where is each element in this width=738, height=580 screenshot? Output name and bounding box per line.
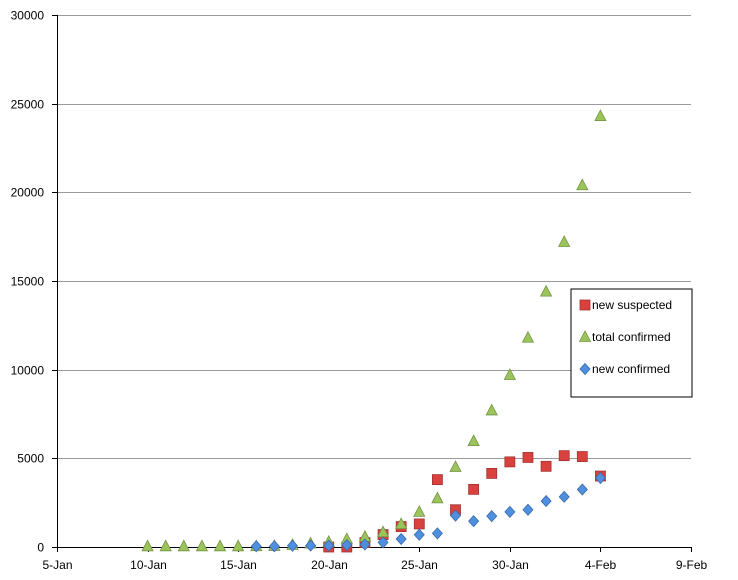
x-tick-label: 20-Jan (311, 558, 348, 572)
legend-marker-diamond (579, 362, 591, 376)
data-point-triangle (467, 434, 480, 447)
axes (52, 15, 692, 552)
data-point-triangle (431, 491, 444, 504)
data-point-triangle (485, 403, 498, 416)
x-tick-label: 15-Jan (220, 558, 257, 572)
data-point-diamond (486, 510, 498, 523)
data-point-triangle (195, 539, 209, 552)
data-point-diamond (323, 539, 335, 552)
legend-marker-triangle (578, 330, 592, 342)
legend-item: total confirmed (578, 330, 671, 344)
data-point-square (540, 460, 552, 472)
y-tick-label: 20000 (11, 186, 45, 200)
data-point-square (576, 451, 588, 462)
data-point-diamond (377, 536, 389, 549)
y-tick-label: 15000 (11, 275, 45, 289)
data-point-diamond (504, 505, 516, 518)
x-tick-label: 30-Jan (492, 558, 529, 572)
data-point-triangle (395, 517, 408, 530)
data-point-square (431, 474, 443, 486)
legend-label: new confirmed (592, 362, 670, 376)
data-point-triangle (503, 368, 517, 380)
x-tick-labels: 5-Jan 10-Jan 15-Jan 20-Jan 25-Jan 30-Jan 4-Feb… (42, 558, 707, 572)
data-point-diamond (413, 528, 425, 541)
data-point-triangle (413, 505, 426, 517)
data-point-triangle (594, 109, 607, 121)
x-tick-label: 9-Feb (676, 558, 708, 572)
series-new-confirmed (250, 471, 606, 553)
x-tick-label: 4-Feb (585, 558, 617, 572)
x-tick-label: 10-Jan (130, 558, 167, 572)
data-point-diamond (594, 471, 606, 485)
y-tick-labels: 0 5000 10000 15000 20000 25000 30000 (11, 9, 45, 555)
data-point-square (558, 450, 570, 462)
y-tick-label: 10000 (11, 364, 45, 378)
data-point-square (522, 452, 534, 463)
data-point-diamond (250, 540, 262, 553)
data-point-triangle (558, 235, 571, 247)
data-point-diamond (268, 540, 280, 553)
data-point-triangle (521, 330, 535, 343)
y-tick-label: 5000 (17, 452, 44, 466)
legend-label: total confirmed (592, 330, 671, 344)
data-point-diamond (305, 539, 317, 552)
data-point-diamond (395, 532, 407, 546)
data-point-triangle (159, 539, 172, 552)
data-point-diamond (286, 539, 299, 552)
data-point-triangle (213, 539, 227, 552)
y-tick-label: 30000 (11, 9, 45, 23)
legend-label: new suspected (592, 298, 672, 312)
x-tick-label: 25-Jan (401, 558, 438, 572)
data-point-triangle (141, 539, 154, 552)
data-point-square (504, 456, 516, 468)
data-point-diamond (522, 503, 534, 516)
data-point-diamond (359, 538, 371, 551)
y-tick-label: 0 (37, 541, 44, 555)
data-point-square (413, 518, 425, 530)
data-point-diamond (576, 483, 588, 496)
data-point-square (468, 483, 480, 495)
data-point-triangle (177, 539, 190, 552)
data-point-square (486, 468, 498, 479)
x-tick-label: 5-Jan (42, 558, 72, 572)
data-point-diamond (540, 494, 552, 508)
data-point-triangle (231, 539, 245, 552)
gridlines (57, 15, 691, 459)
data-point-triangle (449, 460, 462, 472)
data-point-triangle (539, 284, 553, 297)
data-point-diamond (558, 490, 570, 503)
legend: new suspected total confirmed new confirme… (570, 288, 693, 398)
data-point-diamond (468, 515, 480, 528)
legend-item: new suspected (579, 298, 672, 312)
data-point-triangle (576, 178, 589, 191)
legend-box (570, 288, 693, 398)
data-point-diamond (341, 538, 353, 552)
data-point-diamond (431, 527, 443, 540)
data-points (141, 109, 607, 553)
legend-item: new confirmed (579, 362, 670, 376)
y-tick-label: 25000 (11, 98, 45, 112)
data-point-diamond (449, 509, 462, 522)
legend-marker-square (579, 299, 591, 311)
